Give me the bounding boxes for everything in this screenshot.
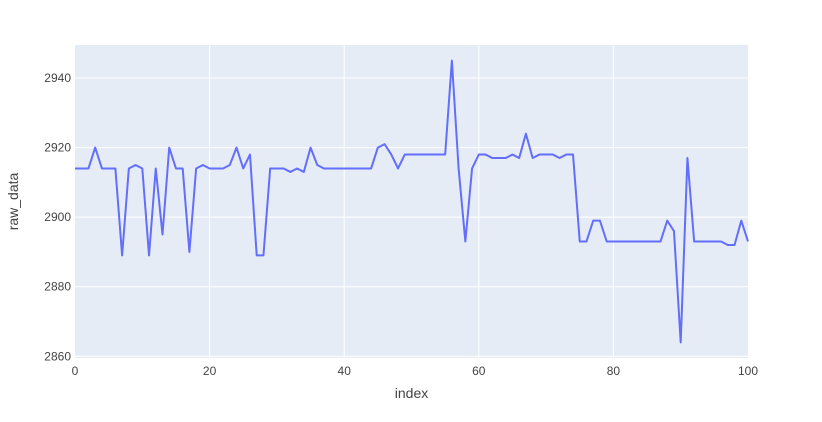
x-tick-label: 60 [472, 364, 486, 378]
x-tick-label: 40 [338, 364, 352, 378]
y-tick-label: 2860 [44, 349, 71, 363]
plot-background [75, 45, 748, 358]
y-tick-label: 2940 [44, 71, 71, 85]
x-tick-label: 80 [607, 364, 621, 378]
y-tick-label: 2920 [44, 141, 71, 155]
tick-labels: 0 20 40 60 80 100 2860 2880 2900 2920 2940 [44, 71, 758, 378]
x-axis-title: index [395, 385, 428, 401]
x-tick-label: 100 [738, 364, 758, 378]
y-axis-title: raw_data [5, 172, 21, 230]
x-tick-label: 0 [72, 364, 79, 378]
y-tick-label: 2880 [44, 280, 71, 294]
y-tick-label: 2900 [44, 210, 71, 224]
series-layer [75, 59, 749, 344]
x-tick-label: 20 [203, 364, 217, 378]
series-line-raw_data [75, 59, 749, 344]
